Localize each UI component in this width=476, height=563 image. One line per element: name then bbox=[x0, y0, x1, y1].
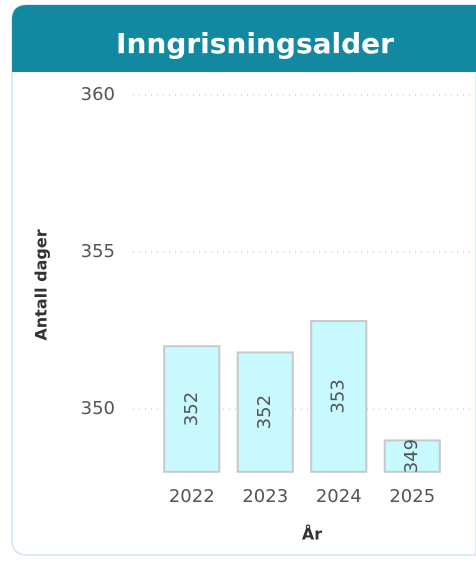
bar bbox=[383, 439, 441, 473]
bar bbox=[310, 320, 368, 473]
x-tick-label: 2022 bbox=[169, 486, 215, 507]
data-label: 353 bbox=[328, 379, 349, 413]
data-label: 352 bbox=[254, 395, 275, 429]
y-tick-label: 355 bbox=[81, 241, 115, 262]
data-label: 349 bbox=[401, 439, 422, 473]
chart-title: Inngrisningsalder bbox=[116, 27, 394, 60]
x-axis-label: År bbox=[302, 525, 322, 544]
x-tick-label: 2023 bbox=[242, 486, 288, 507]
bar bbox=[163, 345, 221, 473]
y-axis-label: Antall dager bbox=[32, 229, 51, 340]
bar bbox=[236, 351, 294, 473]
y-tick-label: 360 bbox=[81, 84, 115, 105]
y-tick-label: 350 bbox=[81, 398, 115, 419]
x-tick-label: 2025 bbox=[389, 486, 435, 507]
x-tick-label: 2024 bbox=[316, 486, 362, 507]
header bbox=[12, 5, 476, 72]
data-label: 352 bbox=[181, 392, 202, 426]
